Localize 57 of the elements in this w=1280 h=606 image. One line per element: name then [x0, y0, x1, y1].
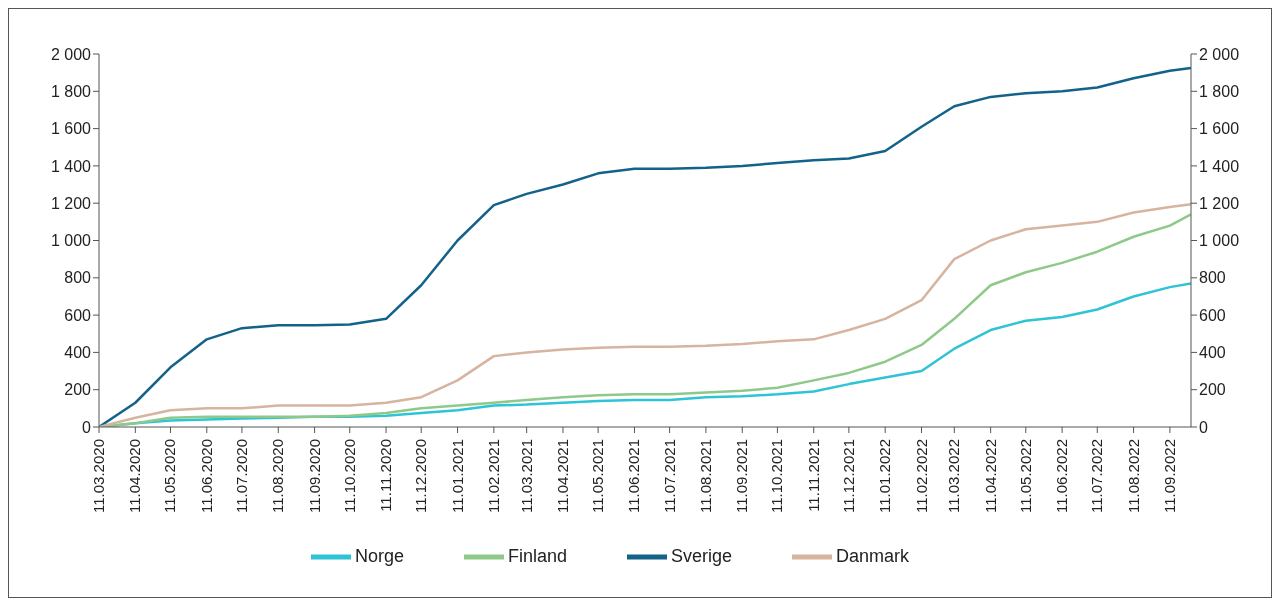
y2-tick-label: 600: [1199, 306, 1226, 324]
x-tick-label: 11.01.2021: [448, 439, 466, 513]
y-tick-label: 400: [64, 344, 92, 362]
x-tick-label: 11.06.2021: [625, 439, 643, 513]
x-tick-label: 11.11.2020: [377, 439, 395, 512]
y-tick-label: 800: [64, 269, 92, 287]
x-tick-label: 11.01.2022: [876, 439, 894, 513]
x-tick-label: 11.08.2021: [696, 439, 714, 513]
x-tick-label: 11.06.2022: [1053, 439, 1071, 513]
y2-tick-label: 1 200: [1199, 194, 1240, 212]
y-tick-label: 0: [82, 418, 92, 436]
x-tick-label: 11.04.2022: [981, 439, 999, 513]
x-tick-label: 11.03.2020: [90, 439, 107, 513]
y2-tick-label: 1 800: [1199, 82, 1240, 100]
x-tick-label: 11.05.2020: [161, 439, 179, 513]
x-tick-label: 11.07.2021: [660, 439, 678, 513]
x-tick-label: 11.03.2021: [517, 439, 535, 513]
y-tick-label: 600: [64, 306, 92, 324]
y2-tick-label: 800: [1199, 269, 1226, 287]
x-tick-label: 11.03.2022: [945, 439, 963, 513]
y-tick-label: 1 200: [50, 194, 92, 212]
y-tick-label: 1 600: [50, 120, 92, 138]
x-tick-label: 11.09.2020: [305, 439, 323, 513]
x-tick-label: 11.10.2020: [340, 439, 358, 513]
x-tick-label: 11.08.2022: [1124, 439, 1142, 513]
x-tick-label: 11.08.2020: [269, 439, 287, 513]
x-tick-label: 11.06.2020: [197, 439, 215, 513]
legend-label: Sverige: [671, 545, 733, 566]
y-tick-label: 2 000: [50, 45, 92, 63]
y2-tick-label: 1 600: [1199, 120, 1240, 138]
y2-tick-label: 1 000: [1199, 232, 1240, 250]
y2-tick-label: 1 400: [1199, 157, 1240, 175]
x-tick-label: 11.04.2021: [553, 439, 571, 513]
x-tick-label: 11.09.2022: [1160, 439, 1178, 513]
x-tick-label: 11.07.2022: [1088, 439, 1106, 513]
y-tick-label: 1 400: [50, 157, 92, 175]
x-tick-label: 11.12.2020: [412, 439, 430, 513]
x-tick-label: 11.11.2021: [804, 439, 822, 512]
y2-tick-label: 200: [1199, 381, 1226, 399]
x-tick-label: 11.12.2021: [839, 439, 857, 513]
y-tick-label: 1 800: [50, 82, 92, 100]
y-tick-label: 200: [64, 381, 92, 399]
x-tick-label: 11.05.2021: [589, 439, 607, 513]
y2-tick-label: 2 000: [1199, 45, 1240, 63]
x-tick-label: 11.10.2021: [768, 439, 786, 513]
y-tick-label: 1 000: [50, 232, 92, 250]
legend-label: Danmark: [836, 545, 910, 566]
legend-label: Finland: [507, 545, 567, 566]
x-tick-label: 11.07.2020: [232, 439, 250, 513]
x-tick-label: 11.05.2022: [1016, 439, 1034, 513]
y2-tick-label: 400: [1199, 344, 1226, 362]
y2-tick-label: 0: [1199, 418, 1208, 436]
x-tick-label: 11.04.2020: [126, 439, 144, 513]
x-tick-label: 11.09.2021: [733, 439, 751, 513]
legend-label: Norge: [354, 545, 404, 566]
x-tick-label: 11.02.2021: [484, 439, 502, 513]
x-tick-label: 11.02.2022: [912, 439, 930, 513]
